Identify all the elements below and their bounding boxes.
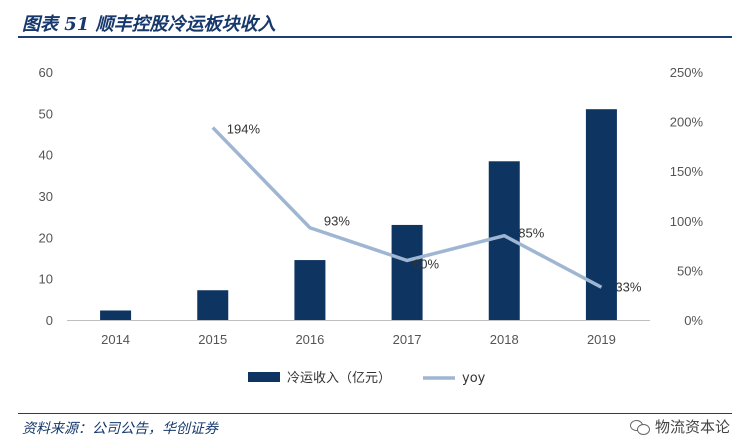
watermark: 物流资本论	[629, 416, 730, 437]
figure-title: 图表 51 顺丰控股冷运板块收入	[22, 14, 276, 35]
yoy-data-label: 85%	[518, 226, 544, 241]
y-right-tick-label: 100%	[670, 214, 704, 229]
watermark-text: 物流资本论	[654, 418, 730, 436]
y-left-tick-label: 10	[39, 272, 53, 287]
legend-bar-label: 冷运收入（亿元）	[287, 371, 391, 386]
bar	[100, 310, 132, 320]
yoy-data-label: 194%	[227, 122, 261, 137]
y-right-tick-label: 0%	[684, 313, 703, 328]
x-tick-label: 2019	[587, 332, 616, 347]
yoy-line	[211, 126, 603, 289]
y-left-tick-label: 30	[39, 189, 53, 204]
legend-bar-swatch	[248, 372, 280, 382]
yoy-data-label: 93%	[324, 214, 350, 229]
y-right-tick-label: 50%	[677, 263, 703, 278]
legend-line-label: yoy	[462, 371, 486, 386]
y-right-tick-label: 150%	[670, 164, 704, 179]
bar	[585, 109, 617, 320]
x-tick-label: 2014	[101, 332, 130, 347]
y-left-tick-label: 20	[39, 230, 53, 245]
x-tick-label: 2015	[198, 332, 227, 347]
x-tick-label: 2018	[490, 332, 519, 347]
x-tick-label: 2016	[295, 332, 324, 347]
x-tick-label: 2017	[393, 332, 422, 347]
y-right-tick-label: 250%	[670, 65, 704, 80]
bar	[197, 290, 229, 320]
figure-footer: 资料来源：公司公告，华创证券 物流资本论	[18, 413, 732, 442]
y-left-tick-label: 40	[39, 148, 53, 163]
bar	[391, 224, 423, 320]
y-right-tick-label: 200%	[670, 115, 704, 130]
source-note: 资料来源：公司公告，华创证券	[22, 421, 218, 437]
figure-header: 图表 51 顺丰控股冷运板块收入	[18, 6, 732, 38]
wechat-icon	[629, 419, 650, 435]
yoy-data-label: 60%	[413, 256, 439, 271]
bar	[294, 260, 326, 320]
y-left-tick-label: 0	[46, 313, 53, 328]
yoy-data-label: 33%	[615, 279, 641, 294]
y-left-tick-label: 50	[39, 106, 53, 121]
y-left-tick-label: 60	[39, 65, 53, 80]
